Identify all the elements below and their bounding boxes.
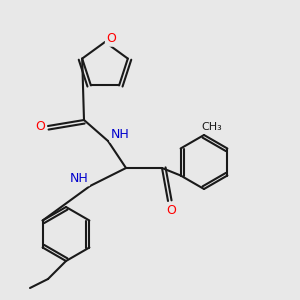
Text: O: O (106, 32, 116, 46)
Text: O: O (36, 119, 45, 133)
Text: O: O (166, 203, 176, 217)
Text: CH₃: CH₃ (201, 122, 222, 133)
Text: NH: NH (70, 172, 89, 185)
Text: NH: NH (111, 128, 129, 142)
